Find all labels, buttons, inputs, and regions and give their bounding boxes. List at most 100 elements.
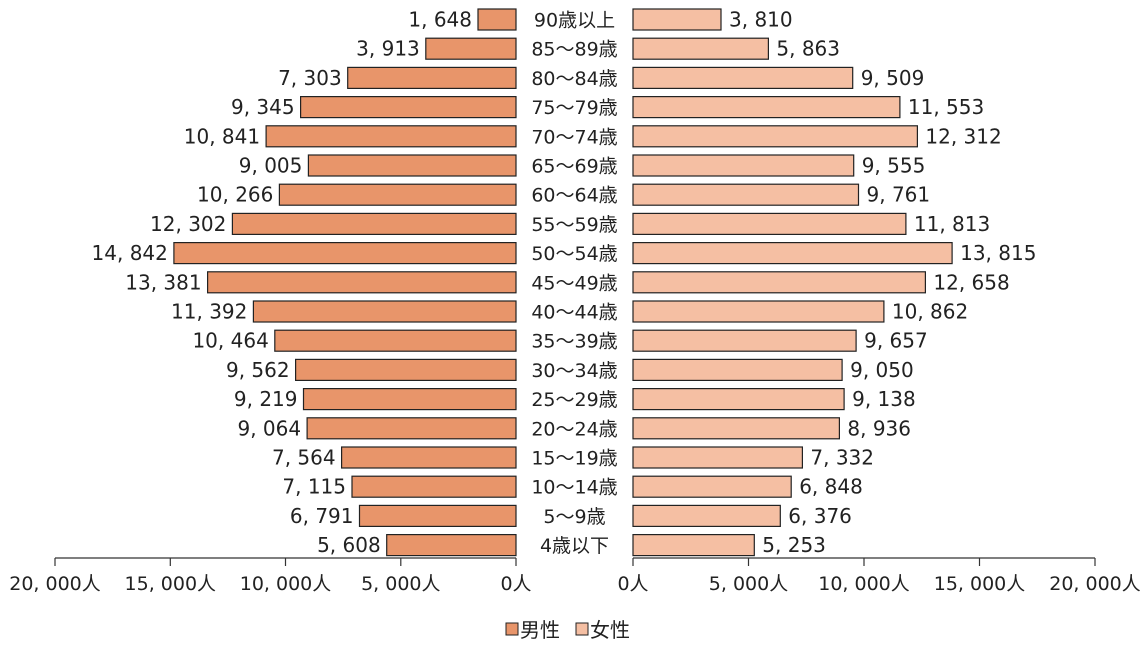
legend-female-swatch <box>575 622 589 636</box>
age-group-label: 60～64歳 <box>531 185 617 207</box>
age-group-label: 35～39歳 <box>531 331 617 353</box>
left-axis-tick-label: 20, 000人 <box>9 573 101 595</box>
male-bar <box>173 242 517 265</box>
female-value-label: 3, 810 <box>729 8 793 32</box>
female-value-label: 9, 657 <box>864 329 928 353</box>
male-value-label: 9, 064 <box>237 416 301 440</box>
female-bar <box>632 154 855 177</box>
male-bar <box>347 66 517 90</box>
female-value-label: 6, 376 <box>788 504 852 528</box>
female-bar <box>632 66 854 90</box>
legend-male-swatch <box>505 622 519 636</box>
age-group-label: 50～54歳 <box>531 243 617 265</box>
age-group-label: 70～74歳 <box>531 126 617 148</box>
female-value-label: 12, 312 <box>925 124 1001 148</box>
male-value-label: 3, 913 <box>356 37 420 61</box>
male-bar <box>252 300 517 323</box>
female-bar <box>632 300 885 323</box>
male-bar <box>425 37 517 60</box>
age-group-label: 90歳以上 <box>534 10 615 32</box>
female-value-label: 5, 253 <box>762 533 826 557</box>
female-bars: 3, 810 5, 863 9, 509 11, 553 12, 312 9, 555 9,… <box>632 8 1036 557</box>
legend-male-label: 男性 <box>520 618 560 642</box>
female-value-label: 10, 862 <box>892 300 968 324</box>
x-axes: 20, 000人 15, 000人 10, 000人 5, 000人 0人 0人 5, 00… <box>9 557 1141 595</box>
male-value-label: 9, 345 <box>231 95 295 119</box>
male-value-label: 7, 115 <box>282 475 346 499</box>
age-group-label: 5～9歳 <box>543 506 605 528</box>
female-value-label: 5, 863 <box>776 37 840 61</box>
male-bars: 1, 648 3, 913 7, 303 9, 345 10, 841 9, 005 10,… <box>92 8 517 557</box>
age-group-label: 4歳以下 <box>540 535 609 557</box>
female-value-label: 9, 761 <box>867 183 931 207</box>
female-value-label: 9, 138 <box>852 387 916 411</box>
age-group-label: 15～19歳 <box>531 448 617 470</box>
male-bar <box>477 8 517 31</box>
left-axis-tick-label: 0人 <box>500 573 531 595</box>
left-axis-tick-label: 5, 000人 <box>361 573 440 595</box>
male-value-label: 9, 219 <box>234 387 298 411</box>
female-bar <box>632 358 843 381</box>
age-group-label: 65～69歳 <box>531 156 617 178</box>
male-bar <box>341 446 517 469</box>
legend-female-label: 女性 <box>590 618 630 642</box>
male-bar <box>265 125 517 148</box>
male-value-label: 10, 464 <box>192 329 268 353</box>
female-bar <box>632 329 857 352</box>
female-bar <box>632 388 845 411</box>
female-bar <box>632 475 792 498</box>
female-bar <box>632 37 769 60</box>
female-bar <box>632 504 781 527</box>
male-bar <box>307 154 517 177</box>
female-value-label: 9, 555 <box>862 154 926 178</box>
left-axis-tick-label: 15, 000人 <box>125 573 217 595</box>
male-bar <box>351 475 517 498</box>
female-value-label: 13, 815 <box>960 241 1036 265</box>
female-value-label: 8, 936 <box>847 416 911 440</box>
female-value-label: 9, 509 <box>861 66 925 90</box>
age-group-label: 20～24歳 <box>531 418 617 440</box>
age-group-label: 30～34歳 <box>531 360 617 382</box>
female-bar <box>632 533 755 557</box>
age-group-label: 40～44歳 <box>531 302 617 324</box>
right-axis-tick-label: 0人 <box>617 573 648 595</box>
age-group-label: 80～84歳 <box>531 68 617 90</box>
right-axis-tick-label: 15, 000人 <box>934 573 1026 595</box>
legend: 男性 女性 <box>505 618 630 642</box>
male-value-label: 6, 791 <box>290 504 354 528</box>
male-value-label: 1, 648 <box>408 8 472 32</box>
female-value-label: 7, 332 <box>810 446 874 470</box>
female-bar <box>632 183 860 206</box>
female-value-label: 12, 658 <box>933 270 1009 294</box>
female-value-label: 9, 050 <box>850 358 914 382</box>
age-group-label: 10～14歳 <box>531 477 617 499</box>
male-value-label: 10, 841 <box>184 124 260 148</box>
male-bar <box>274 329 517 352</box>
male-bar <box>278 183 517 206</box>
male-bar <box>295 358 517 381</box>
male-bar <box>207 271 517 294</box>
male-bar <box>300 95 517 119</box>
female-bar <box>632 125 918 148</box>
male-value-label: 7, 564 <box>272 446 336 470</box>
female-bar <box>632 212 907 235</box>
female-bar <box>632 242 953 265</box>
right-axis-tick-label: 20, 000人 <box>1049 573 1141 595</box>
male-value-label: 9, 005 <box>239 154 303 178</box>
right-axis-tick-label: 5, 000人 <box>709 573 788 595</box>
female-bar <box>632 95 901 119</box>
female-bar <box>632 271 926 294</box>
right-axis-tick-label: 10, 000人 <box>818 573 910 595</box>
male-value-label: 9, 562 <box>226 358 290 382</box>
male-value-label: 12, 302 <box>150 212 226 236</box>
male-value-label: 14, 842 <box>92 241 168 265</box>
male-bar <box>358 504 517 527</box>
age-group-label: 55～59歳 <box>531 214 617 236</box>
male-value-label: 10, 266 <box>197 183 273 207</box>
age-group-labels: 90歳以上 85～89歳 80～84歳 75～79歳 70～74歳 65～69歳 60～64… <box>531 10 617 558</box>
female-bar <box>632 8 722 31</box>
female-bar <box>632 417 840 440</box>
left-axis-tick-label: 10, 000人 <box>240 573 332 595</box>
male-bar <box>386 533 517 557</box>
